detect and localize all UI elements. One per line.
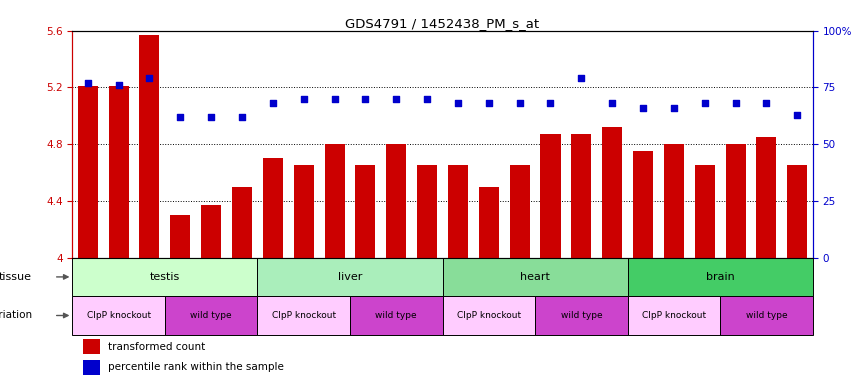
Point [513, 100, 527, 106]
Bar [386, 144, 406, 258]
Text: ClpP knockout: ClpP knockout [642, 311, 706, 320]
Text: tissue: tissue [0, 272, 32, 282]
Point [358, 96, 372, 102]
Point [111, 82, 125, 88]
Bar [350, 296, 443, 335]
Bar [694, 166, 715, 258]
Bar [109, 86, 129, 258]
Bar [633, 151, 653, 258]
Point [143, 75, 157, 81]
Bar [787, 166, 808, 258]
Point [760, 100, 774, 106]
Text: percentile rank within the sample: percentile rank within the sample [108, 362, 283, 372]
Point [235, 114, 248, 120]
Text: ClpP knockout: ClpP knockout [271, 311, 336, 320]
Point [81, 80, 94, 86]
Point [266, 100, 280, 106]
Point [390, 96, 403, 102]
Bar [72, 258, 257, 296]
Text: transformed count: transformed count [108, 342, 205, 352]
Text: ClpP knockout: ClpP knockout [457, 311, 521, 320]
Point [605, 100, 619, 106]
Text: wild type: wild type [191, 311, 232, 320]
Bar [324, 144, 345, 258]
Bar [443, 258, 627, 296]
Point [667, 105, 681, 111]
Text: genotype/variation: genotype/variation [0, 311, 32, 321]
Bar [294, 166, 314, 258]
Bar [232, 187, 252, 258]
Point [728, 100, 742, 106]
Bar [571, 134, 591, 258]
Bar [443, 296, 535, 335]
Text: brain: brain [705, 272, 734, 282]
Bar [540, 134, 561, 258]
Bar [664, 144, 684, 258]
Point [482, 100, 495, 106]
Bar [627, 296, 720, 335]
Bar [726, 144, 745, 258]
Text: wild type: wild type [745, 311, 787, 320]
Bar [510, 166, 529, 258]
Point [637, 105, 650, 111]
Bar [165, 296, 257, 335]
Text: wild type: wild type [561, 311, 603, 320]
Point [328, 96, 341, 102]
Bar [170, 215, 191, 258]
Point [420, 96, 434, 102]
Bar [257, 296, 350, 335]
Bar [603, 127, 622, 258]
Bar [263, 158, 283, 258]
Point [574, 75, 588, 81]
Bar [417, 166, 437, 258]
Bar [356, 166, 375, 258]
Point [791, 112, 804, 118]
Text: ClpP knockout: ClpP knockout [87, 311, 151, 320]
Bar [72, 296, 165, 335]
Point [544, 100, 557, 106]
Text: wild type: wild type [375, 311, 417, 320]
Point [174, 114, 187, 120]
Point [204, 114, 218, 120]
Point [297, 96, 311, 102]
Bar [201, 205, 221, 258]
Bar [83, 360, 100, 375]
Bar [83, 339, 100, 354]
Bar [757, 137, 776, 258]
Bar [140, 35, 159, 258]
Title: GDS4791 / 1452438_PM_s_at: GDS4791 / 1452438_PM_s_at [346, 17, 540, 30]
Bar [448, 166, 468, 258]
Point [451, 100, 465, 106]
Bar [627, 258, 813, 296]
Bar [479, 187, 499, 258]
Text: testis: testis [150, 272, 180, 282]
Bar [535, 296, 627, 335]
Point [698, 100, 711, 106]
Text: liver: liver [338, 272, 363, 282]
Text: heart: heart [520, 272, 550, 282]
Bar [77, 86, 98, 258]
Bar [257, 258, 443, 296]
Bar [720, 296, 813, 335]
